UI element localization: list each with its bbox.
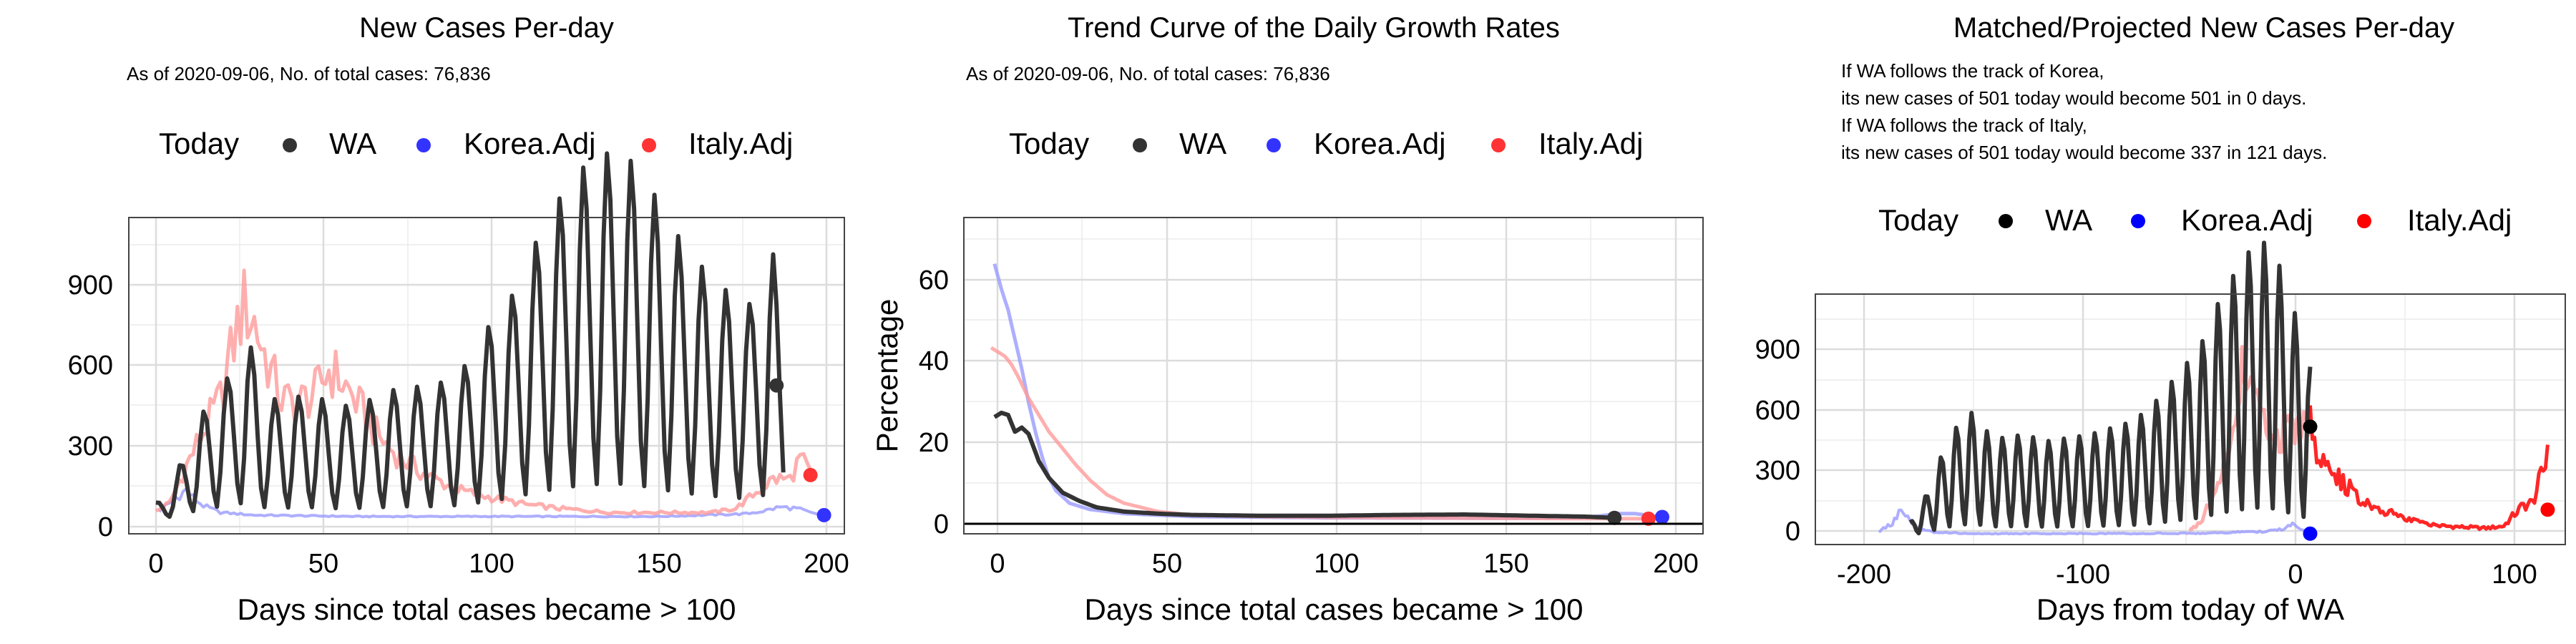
series-line-wa: [993, 410, 1615, 520]
x-tick-label: 0: [148, 549, 163, 579]
legend: Today WA Korea.Adj Italy.Adj: [1878, 203, 2512, 237]
today-point-wa: [769, 378, 784, 393]
y-tick-label: 600: [68, 351, 113, 381]
legend-label-korea: Korea.Adj: [1314, 127, 1445, 160]
legend-key-wa: [1999, 214, 2013, 228]
today-point-wa: [1607, 510, 1622, 525]
chart-subtitle: As of 2020-09-06, No. of total cases: 76…: [127, 63, 491, 84]
legend-key-korea: [2131, 214, 2145, 228]
today-point-italy-adj: [803, 467, 818, 482]
x-tick-label: 100: [1314, 549, 1359, 579]
panel-new-cases: New Cases Per-day As of 2020-09-06, No. …: [68, 12, 849, 626]
y-tick-label: 600: [1755, 396, 1800, 426]
y-tick-label: 900: [68, 270, 113, 301]
chart-title: Matched/Projected New Cases Per-day: [1953, 12, 2454, 44]
x-tick-label: 50: [1152, 549, 1182, 579]
legend-label-wa: WA: [1179, 127, 1226, 160]
legend-title: Today: [1009, 127, 1089, 160]
x-axis: -200 -100 0 100 Days from today of WA: [1837, 560, 2537, 626]
chart-title: New Cases Per-day: [359, 12, 614, 44]
x-tick-label: 150: [1483, 549, 1528, 579]
legend-key-italy: [2357, 214, 2371, 228]
legend-label-italy: Italy.Adj: [2407, 203, 2512, 237]
y-tick-label: 300: [1755, 456, 1800, 486]
y-tick-label: 60: [919, 265, 949, 296]
legend-key-korea: [416, 138, 431, 152]
legend-key-korea: [1267, 138, 1281, 152]
chart-title: Trend Curve of the Daily Growth Rates: [1068, 12, 1560, 44]
chart-subtitle: As of 2020-09-06, No. of total cases: 76…: [966, 63, 1330, 84]
y-tick-label: 300: [68, 431, 113, 462]
series-line-italy-adj-projection: [2308, 405, 2550, 532]
series-layer: [1878, 240, 2555, 541]
panel-growth-rates: Trend Curve of the Daily Growth Rates As…: [870, 12, 1704, 626]
y-tick-label: 0: [98, 512, 113, 542]
y-axis: 0 20 40 60 Percentage: [870, 265, 949, 540]
legend-label-italy: Italy.Adj: [688, 127, 793, 160]
x-tick-label: 200: [804, 549, 849, 579]
plot-border: [963, 217, 1704, 535]
panel-matched-projection: Matched/Projected New Cases Per-day If W…: [1755, 12, 2566, 626]
plot-border: [128, 217, 845, 535]
legend-label-italy: Italy.Adj: [1538, 127, 1643, 160]
y-tick-label: 0: [934, 509, 949, 540]
x-axis: 0 50 100 150 200 Days since total cases …: [990, 549, 1698, 626]
legend-key-wa: [283, 138, 297, 152]
x-tick-label: -200: [1837, 560, 1891, 590]
series-layer: [155, 151, 831, 522]
plot-panel: [128, 151, 845, 535]
legend-key-italy: [1491, 138, 1506, 152]
chart-subtitle-line: If WA follows the track of Italy,: [1841, 114, 2087, 136]
y-tick-label: 20: [919, 428, 949, 458]
plot-panel: [963, 217, 1704, 535]
series-line-wa: [1908, 240, 2313, 536]
today-point-korea-adj: [2303, 526, 2318, 541]
legend-label-wa: WA: [329, 127, 376, 160]
x-tick-label: 50: [308, 549, 338, 579]
plot-background: [964, 218, 1703, 534]
x-tick-label: 200: [1653, 549, 1698, 579]
x-tick-label: 0: [990, 549, 1005, 579]
legend-title: Today: [159, 127, 239, 160]
plot-panel: [1815, 240, 2566, 545]
series-line-wa: [155, 151, 786, 519]
legend: Today WA Korea.Adj Italy.Adj: [1009, 127, 1643, 160]
y-tick-label: 0: [1785, 517, 1800, 547]
today-point-italy-adj: [1641, 511, 1656, 526]
y-axis: 0 300 600 900: [1755, 335, 1800, 547]
y-axis: 0 300 600 900: [68, 270, 113, 542]
series-line-italy-adj: [155, 268, 812, 516]
plot-border: [1815, 293, 2566, 545]
chart-subtitle-line: If WA follows the track of Korea,: [1841, 60, 2104, 82]
x-axis-label: Days from today of WA: [2036, 592, 2344, 626]
y-axis-label: Percentage: [870, 299, 904, 453]
legend-title: Today: [1878, 203, 1958, 237]
legend-key-wa: [1133, 138, 1147, 152]
legend-key-italy: [642, 138, 656, 152]
legend-label-wa: WA: [2045, 203, 2092, 237]
legend-label-korea: Korea.Adj: [2181, 203, 2313, 237]
x-tick-label: -100: [2056, 560, 2110, 590]
today-point-wa: [2303, 419, 2318, 434]
x-tick-label: 100: [469, 549, 514, 579]
chart-subtitle-line: its new cases of 501 today would become …: [1841, 142, 2327, 163]
today-point-korea-adj: [1654, 509, 1669, 525]
series-layer: [990, 263, 1669, 526]
today-point-korea-adj: [816, 507, 831, 522]
y-tick-label: 900: [1755, 335, 1800, 365]
x-tick-label: 150: [636, 549, 681, 579]
x-axis-label: Days since total cases became > 100: [1085, 592, 1584, 626]
legend-label-korea: Korea.Adj: [464, 127, 595, 160]
x-axis-label: Days since total cases became > 100: [238, 592, 736, 626]
series-line-korea-adj: [158, 487, 824, 519]
today-point-italy-adj: [2540, 502, 2555, 517]
x-tick-label: 100: [2492, 560, 2537, 590]
x-tick-label: 0: [2288, 560, 2303, 590]
legend: Today WA Korea.Adj Italy.Adj: [159, 127, 793, 160]
series-line-korea-adj-history: [1878, 508, 2311, 536]
chart-subtitle-line: its new cases of 501 today would become …: [1841, 87, 2306, 109]
y-tick-label: 40: [919, 346, 949, 376]
x-axis: 0 50 100 150 200 Days since total cases …: [148, 549, 849, 626]
